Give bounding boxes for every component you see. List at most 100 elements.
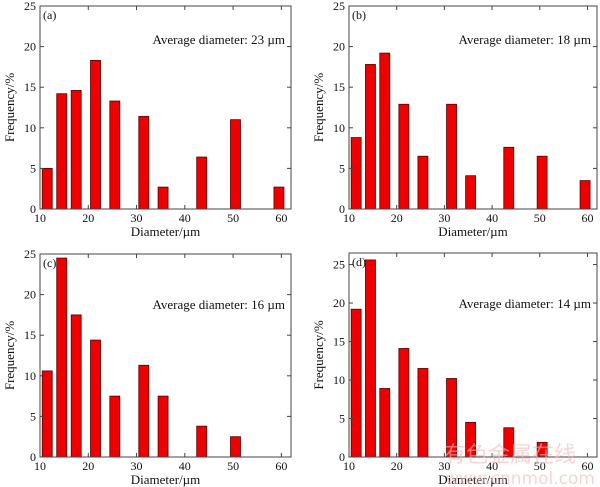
bar [230, 436, 241, 458]
y-tick-label: 0 [30, 202, 36, 216]
y-tick-label: 5 [339, 412, 345, 426]
y-tick-label: 10 [24, 121, 36, 135]
x-tick-label: 30 [438, 211, 450, 225]
bar [41, 167, 53, 210]
x-tick-label: 50 [227, 211, 239, 225]
x-tick-label: 40 [179, 459, 191, 473]
y-tick-label: 5 [339, 161, 345, 175]
x-tick-label: 10 [343, 211, 355, 225]
x-axis-title: Diameter/µm [438, 472, 508, 487]
bar [273, 186, 285, 210]
bar [579, 180, 591, 210]
bar [379, 52, 391, 210]
x-tick-label: 10 [34, 459, 46, 473]
bar [446, 103, 457, 210]
y-tick-label: 20 [333, 296, 345, 310]
x-axis-title: Diameter/µm [131, 224, 201, 239]
bar [365, 259, 376, 458]
bar [109, 395, 121, 458]
bar [56, 257, 68, 458]
panel-label: (d) [352, 255, 366, 269]
y-tick-label: 20 [333, 40, 345, 54]
x-tick-label: 20 [391, 459, 403, 473]
panel-label: (a) [43, 8, 56, 22]
plot-frame [348, 252, 598, 458]
y-axis-title: Frequency/% [311, 73, 326, 142]
bar [90, 339, 101, 458]
x-axis-title: Diameter/µm [438, 224, 508, 239]
y-tick-label: 25 [333, 0, 345, 13]
y-tick-label: 25 [24, 247, 36, 261]
y-tick-label: 15 [333, 335, 345, 349]
bar [138, 116, 150, 210]
bar [56, 93, 68, 210]
y-tick-label: 15 [24, 80, 36, 94]
plot-frame [39, 5, 292, 210]
y-axis-title: Frequency/% [311, 320, 326, 389]
x-tick-label: 60 [275, 211, 287, 225]
x-tick-label: 50 [534, 459, 546, 473]
x-tick-label: 50 [227, 459, 239, 473]
x-tick-label: 20 [391, 211, 403, 225]
y-tick-label: 20 [24, 288, 36, 302]
x-tick-label: 40 [179, 211, 191, 225]
watermark-url: www.cnnmol.com [445, 469, 595, 487]
bar [379, 388, 391, 458]
x-tick-label: 40 [486, 211, 498, 225]
y-tick-label: 10 [333, 121, 345, 135]
y-tick-label: 5 [30, 161, 36, 175]
panel-c: 10 20 30 40 50 60 0 5 10 15 20 25 Diameter/µm Frequen… [2, 247, 292, 487]
watermark-text: 有色金属在线 [444, 443, 576, 468]
x-tick-label: 10 [34, 211, 46, 225]
x-tick-label: 60 [581, 211, 593, 225]
bar [138, 364, 150, 458]
y-tick-label: 25 [24, 0, 36, 13]
bar [365, 64, 376, 210]
y-tick-label: 15 [333, 80, 345, 94]
panel-a: 10 20 30 40 50 60 0 5 10 15 20 25 Diameter/µm Frequen… [2, 0, 292, 239]
panel-b: 10 20 30 40 50 60 0 5 10 15 20 25 Diameter/µm Frequen… [311, 0, 598, 239]
bar [230, 119, 241, 210]
y-tick-label: 20 [24, 40, 36, 54]
average-diameter-annotation: Average diameter: 14 µm [458, 296, 591, 311]
x-tick-label: 60 [275, 459, 287, 473]
bar [465, 175, 477, 210]
bar [417, 155, 429, 210]
panel-label: (c) [43, 256, 56, 270]
x-tick-label: 30 [131, 211, 143, 225]
average-diameter-annotation: Average diameter: 18 µm [458, 32, 591, 47]
bar [398, 103, 410, 210]
bar [536, 155, 548, 210]
bar [41, 370, 53, 458]
average-diameter-annotation: Average diameter: 23 µm [152, 32, 285, 47]
y-tick-label: 0 [339, 450, 345, 464]
bar [70, 314, 82, 458]
y-tick-label: 25 [333, 258, 345, 272]
average-diameter-annotation: Average diameter: 16 µm [152, 297, 285, 312]
y-tick-label: 15 [24, 328, 36, 342]
x-tick-label: 30 [131, 459, 143, 473]
y-tick-label: 10 [24, 369, 36, 383]
x-tick-label: 40 [486, 459, 498, 473]
bar [70, 90, 82, 210]
panel-d: 10 20 30 40 50 60 0 5 10 15 20 25 Diameter/µm Frequen… [311, 252, 598, 487]
bar [196, 156, 208, 210]
x-tick-label: 20 [82, 459, 94, 473]
bar [417, 368, 429, 458]
x-tick-label: 10 [343, 459, 355, 473]
bar [109, 100, 121, 210]
bar [503, 146, 515, 210]
x-tick-label: 60 [581, 459, 593, 473]
bar [196, 425, 208, 458]
x-tick-label: 20 [82, 211, 94, 225]
y-tick-label: 0 [339, 202, 345, 216]
y-axis-title: Frequency/% [2, 73, 17, 142]
y-tick-label: 10 [333, 373, 345, 387]
plot-frame [348, 5, 598, 210]
x-tick-label: 50 [534, 211, 546, 225]
plot-frame [39, 253, 292, 458]
y-tick-label: 0 [30, 450, 36, 464]
bar [90, 60, 101, 210]
panel-label: (b) [352, 8, 366, 22]
